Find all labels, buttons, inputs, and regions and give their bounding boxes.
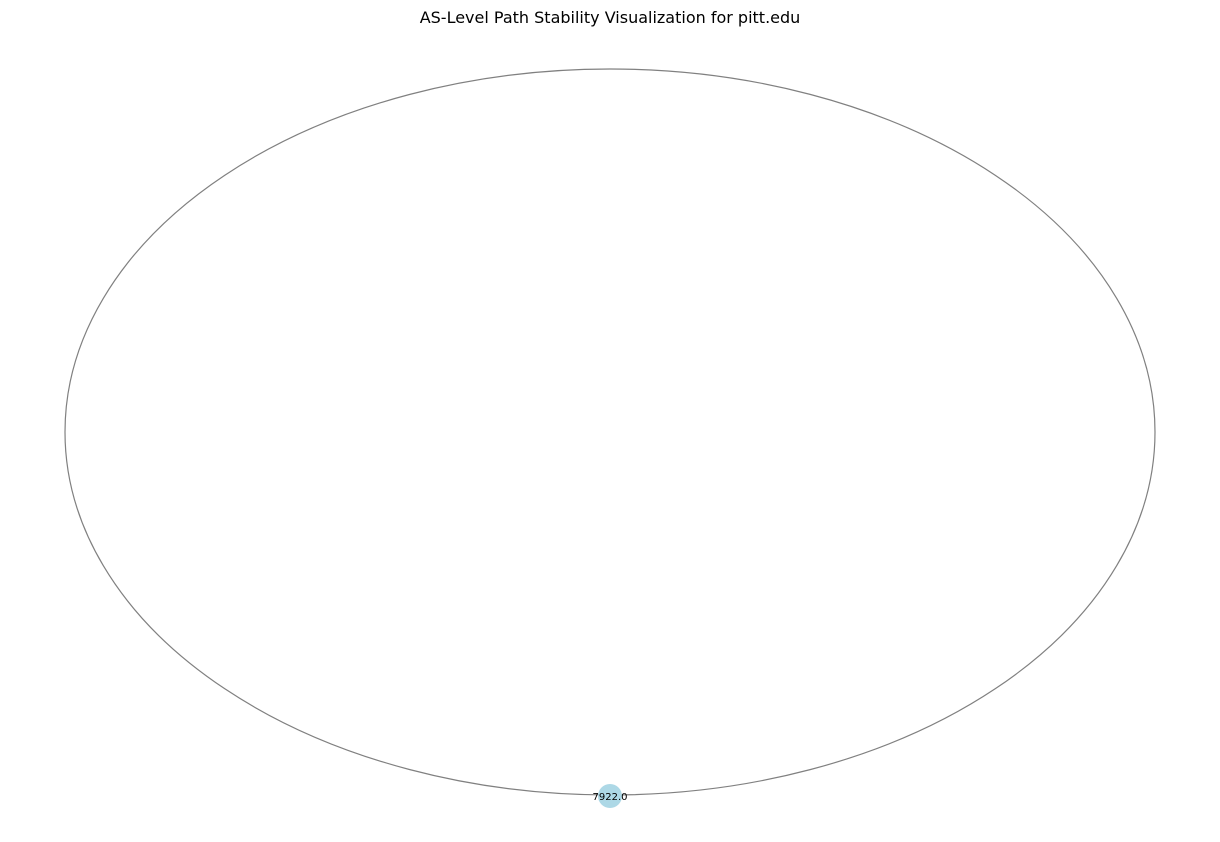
graph-node xyxy=(598,784,622,808)
self-loop-edge xyxy=(64,68,1156,796)
chart-title: AS-Level Path Stability Visualization fo… xyxy=(419,8,801,27)
node-label: 7922.0 xyxy=(593,792,628,803)
